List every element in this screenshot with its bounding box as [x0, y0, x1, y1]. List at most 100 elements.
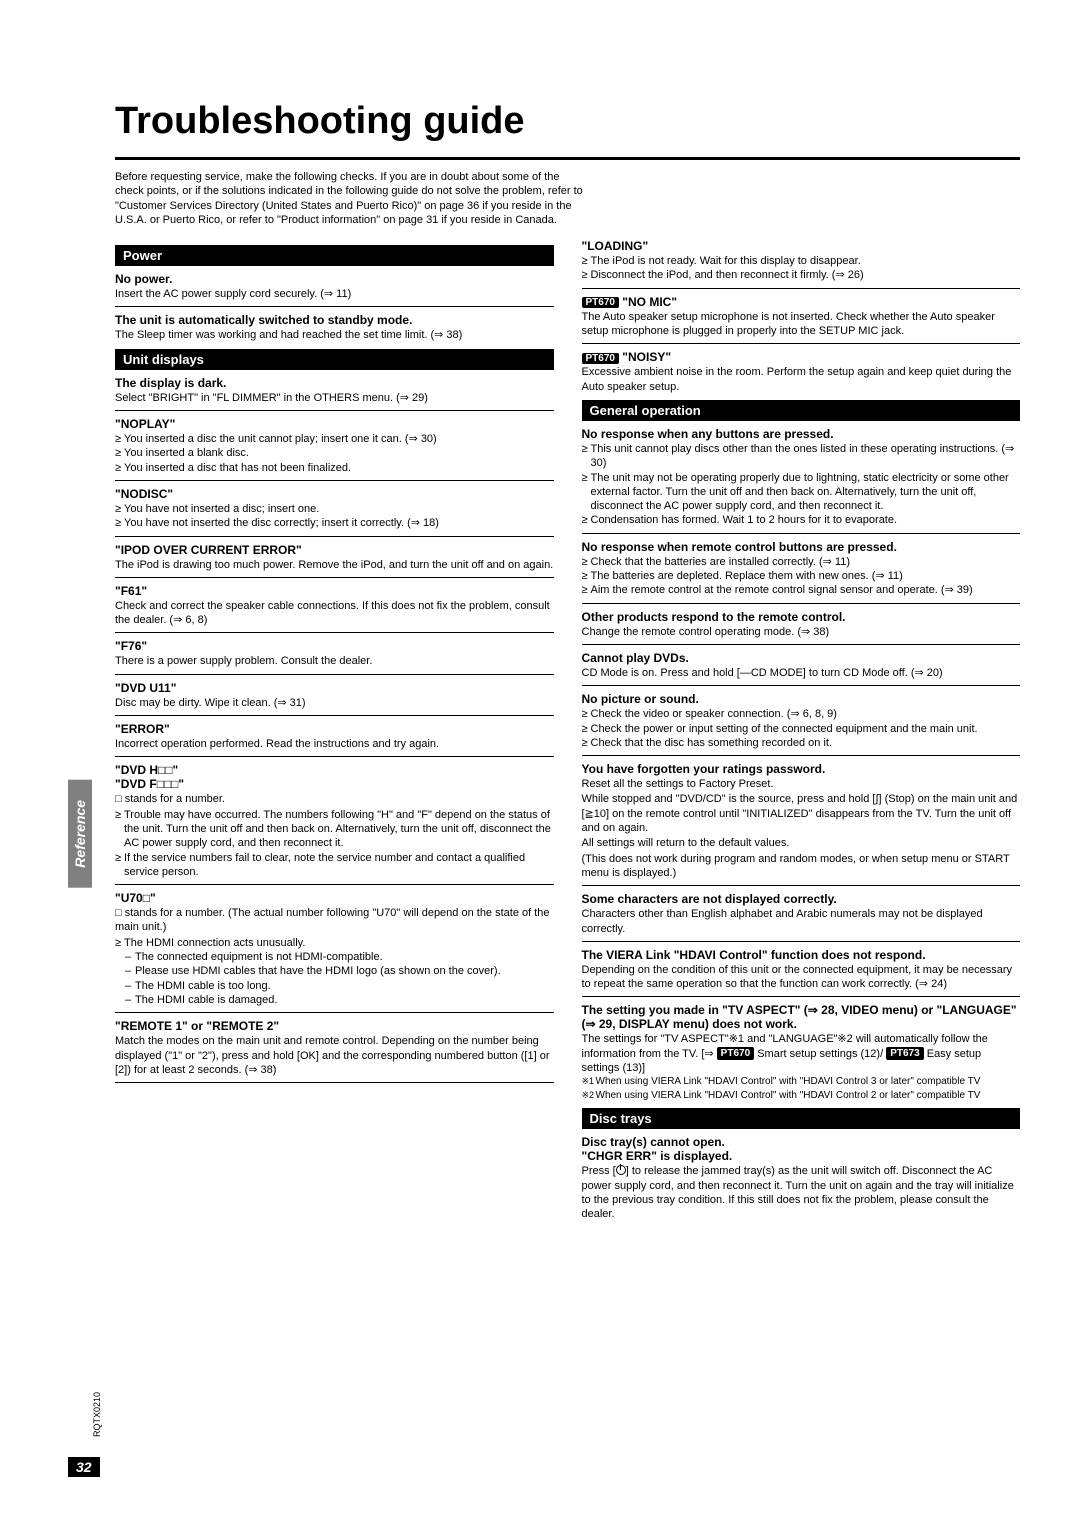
title-rule [115, 157, 1020, 160]
list-item: Check that the disc has something record… [582, 736, 1021, 750]
list-item: The iPod is not ready. Wait for this dis… [582, 254, 1021, 268]
model-badge: PT670 [582, 353, 619, 364]
model-badge: PT670 [717, 1047, 754, 1060]
list-item: You inserted a disc that has not been fi… [115, 461, 554, 475]
footnote: ※1When using VIERA Link "HDAVI Control" … [582, 1076, 1021, 1089]
page-number: 32 [68, 1457, 100, 1477]
right-column: "LOADING" The iPod is not ready. Wait fo… [582, 239, 1021, 1221]
list-item: You inserted a blank disc. [115, 446, 554, 460]
item-title: "NO MIC" [619, 295, 677, 309]
body-text: All settings will return to the default … [582, 836, 1021, 850]
item-title: You have forgotten your ratings password… [582, 762, 1021, 776]
list-item: Aim the remote control at the remote con… [582, 583, 1021, 597]
list-item: This unit cannot play discs other than t… [582, 442, 1021, 471]
list-item: The connected equipment is not HDMI-comp… [125, 950, 554, 964]
body-text: Press [] to release the jammed tray(s) a… [582, 1164, 1021, 1221]
list-item: You have not inserted the disc correctly… [115, 516, 554, 530]
list-item: Please use HDMI cables that have the HDM… [125, 964, 554, 978]
text: ] to release the jammed tray(s) as the u… [582, 1165, 1014, 1220]
separator [115, 632, 554, 633]
bullet-list: The iPod is not ready. Wait for this dis… [582, 254, 1021, 283]
item-title: The unit is automatically switched to st… [115, 313, 554, 327]
item-title: Disc tray(s) cannot open. [582, 1135, 1021, 1149]
power-icon [616, 1165, 626, 1175]
item-title-badge: PT670 "NOISY" [582, 350, 1021, 364]
item-title: No response when any buttons are pressed… [582, 427, 1021, 441]
body-text: Depending on the condition of this unit … [582, 963, 1021, 992]
section-unit-displays: Unit displays [115, 349, 554, 370]
footnote: ※2When using VIERA Link "HDAVI Control" … [582, 1090, 1021, 1103]
model-badge: PT673 [886, 1047, 923, 1060]
bullet-list: The HDMI connection acts unusually. [115, 936, 554, 950]
list-item: Check that the batteries are installed c… [582, 555, 1021, 569]
bullet-list: Trouble may have occurred. The numbers f… [115, 808, 554, 879]
item-title: The display is dark. [115, 376, 554, 390]
section-disc-trays: Disc trays [582, 1108, 1021, 1129]
doc-code: RQTX0210 [92, 1392, 102, 1437]
body-text: (This does not work during program and r… [582, 852, 1021, 881]
item-title: "DVD F□□□" [115, 777, 554, 791]
item-title-badge: PT670 "NO MIC" [582, 295, 1021, 309]
bullet-list: You inserted a disc the unit cannot play… [115, 432, 554, 475]
separator [115, 577, 554, 578]
item-title: "NOPLAY" [115, 417, 554, 431]
dash-list: The connected equipment is not HDMI-comp… [125, 950, 554, 1007]
body-text: While stopped and "DVD/CD" is the source… [582, 792, 1021, 835]
bullet-list: This unit cannot play discs other than t… [582, 442, 1021, 528]
page-title: Troubleshooting guide [115, 100, 1020, 143]
item-title: "CHGR ERR" is displayed. [582, 1149, 1021, 1163]
separator [582, 533, 1021, 534]
text: Press [ [582, 1165, 616, 1177]
list-item: Disconnect the iPod, and then reconnect … [582, 268, 1021, 282]
list-item: You have not inserted a disc; insert one… [115, 502, 554, 516]
body-text: Reset all the settings to Factory Preset… [582, 777, 1021, 791]
body-text: Characters other than English alphabet a… [582, 907, 1021, 936]
body-text: Select "BRIGHT" in "FL DIMMER" in the OT… [115, 391, 554, 405]
item-title: No response when remote control buttons … [582, 540, 1021, 554]
item-title: No picture or sound. [582, 692, 1021, 706]
separator [115, 756, 554, 757]
item-title: The setting you made in "TV ASPECT" (⇒ 2… [582, 1003, 1021, 1031]
model-badge: PT670 [582, 297, 619, 308]
side-tab-reference: Reference [68, 780, 92, 888]
list-item: Check the power or input setting of the … [582, 722, 1021, 736]
item-title: Some characters are not displayed correc… [582, 892, 1021, 906]
left-column: Power No power. Insert the AC power supp… [115, 239, 554, 1221]
separator [115, 884, 554, 885]
body-text: The settings for "TV ASPECT"※1 and "LANG… [582, 1032, 1021, 1075]
body-text: There is a power supply problem. Consult… [115, 654, 554, 668]
list-item: You inserted a disc the unit cannot play… [115, 432, 554, 446]
separator [582, 644, 1021, 645]
separator [582, 288, 1021, 289]
item-title: "NODISC" [115, 487, 554, 501]
body-text: The Sleep timer was working and had reac… [115, 328, 554, 342]
body-text: CD Mode is on. Press and hold [—CD MODE]… [582, 666, 1021, 680]
section-power: Power [115, 245, 554, 266]
separator [582, 885, 1021, 886]
item-title: "ERROR" [115, 722, 554, 736]
list-item: The batteries are depleted. Replace them… [582, 569, 1021, 583]
body-text: Check and correct the speaker cable conn… [115, 599, 554, 628]
item-title: Cannot play DVDs. [582, 651, 1021, 665]
body-text: Insert the AC power supply cord securely… [115, 287, 554, 301]
list-item: Condensation has formed. Wait 1 to 2 hou… [582, 513, 1021, 527]
content-columns: Power No power. Insert the AC power supp… [115, 239, 1020, 1221]
item-title: "REMOTE 1" or "REMOTE 2" [115, 1019, 554, 1033]
item-title: "IPOD OVER CURRENT ERROR" [115, 543, 554, 557]
bullet-list: Check the video or speaker connection. (… [582, 707, 1021, 750]
body-text: The iPod is drawing too much power. Remo… [115, 558, 554, 572]
separator [115, 1082, 554, 1083]
bullet-list: Check that the batteries are installed c… [582, 555, 1021, 598]
body-text: Excessive ambient noise in the room. Per… [582, 365, 1021, 394]
separator [115, 674, 554, 675]
body-text: The Auto speaker setup microphone is not… [582, 310, 1021, 339]
item-title: "F61" [115, 584, 554, 598]
item-title: "LOADING" [582, 239, 1021, 253]
item-title: "U70□" [115, 891, 554, 905]
item-title: "DVD U11" [115, 681, 554, 695]
list-item: Trouble may have occurred. The numbers f… [115, 808, 554, 851]
separator [582, 343, 1021, 344]
body-text: □ stands for a number. (The actual numbe… [115, 906, 554, 935]
separator [582, 755, 1021, 756]
text: Smart setup settings (12)/ [754, 1048, 886, 1060]
